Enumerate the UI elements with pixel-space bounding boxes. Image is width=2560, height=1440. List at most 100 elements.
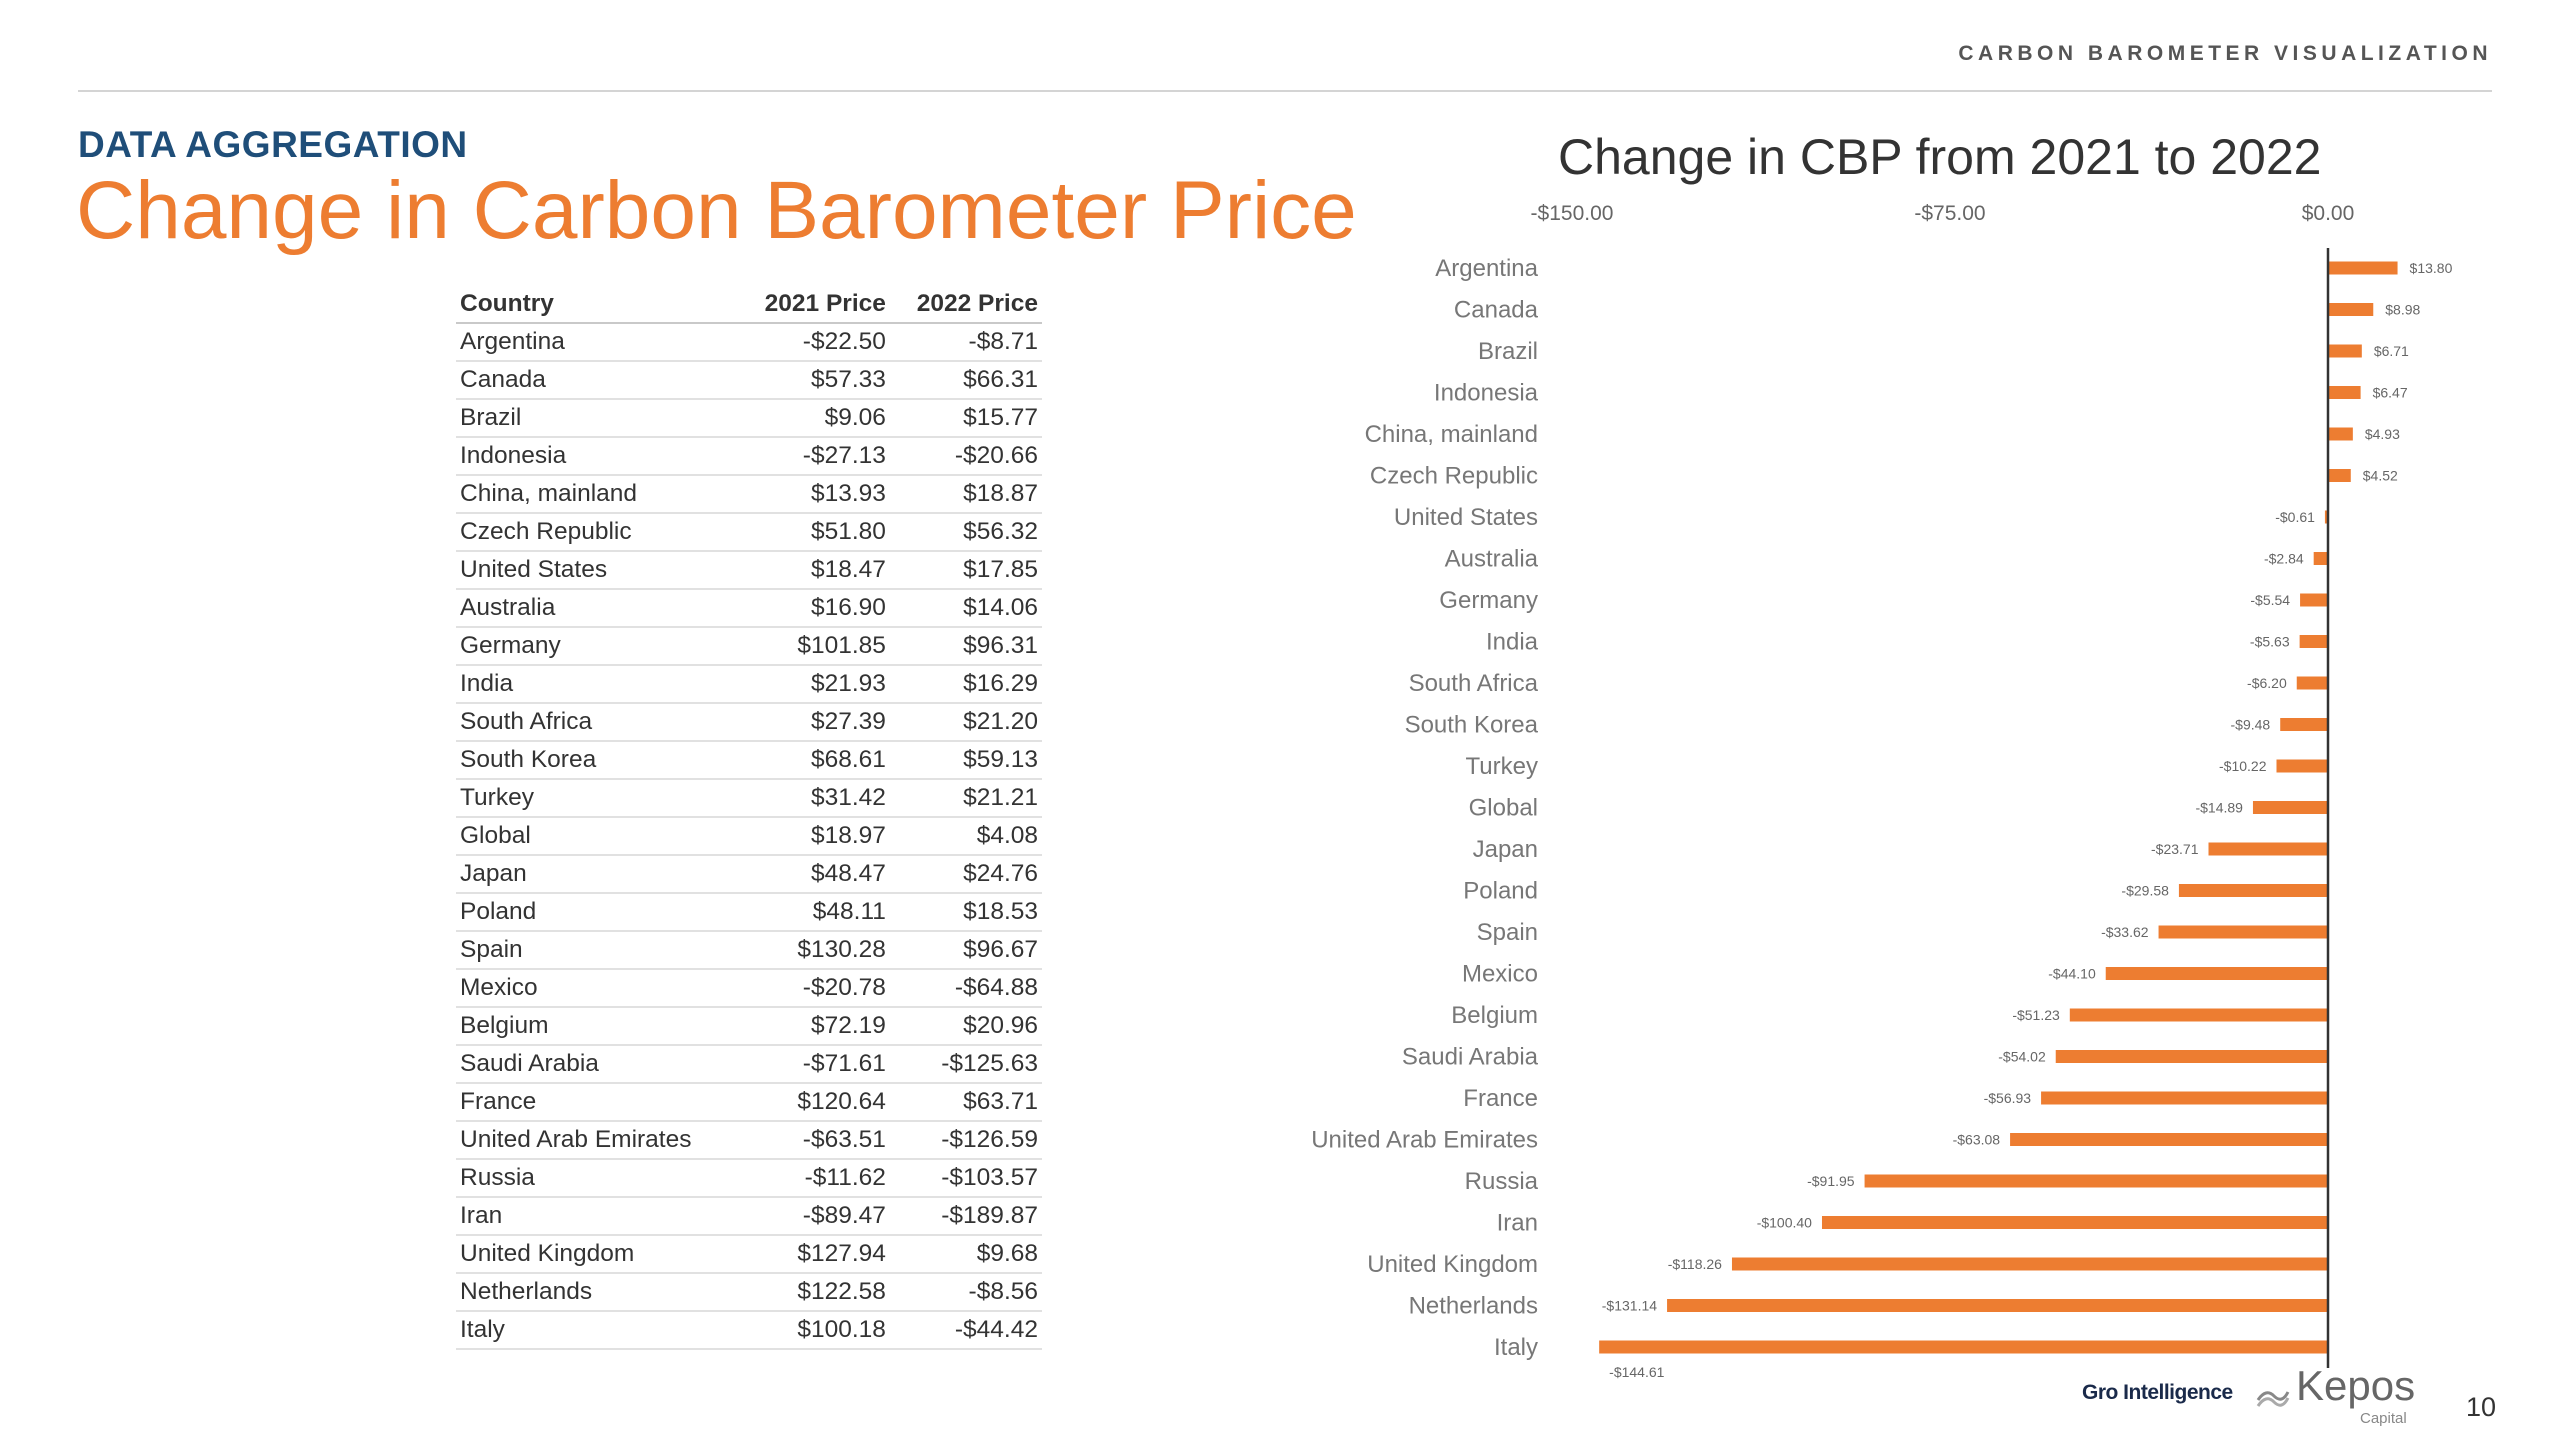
table-row: United Arab Emirates -$63.51 -$126.59	[456, 1121, 1042, 1160]
category-label: Japan	[1473, 836, 1538, 863]
data-label: -$100.40	[1757, 1215, 1812, 1231]
price-2022-cell: $96.67	[889, 931, 1042, 970]
table-row: Iran -$89.47 -$189.87	[456, 1197, 1042, 1236]
column-header-country: Country	[456, 286, 738, 324]
table-row: Russia -$11.62 -$103.57	[456, 1159, 1042, 1198]
category-label: Poland	[1463, 878, 1538, 905]
data-label: $4.52	[2363, 468, 2398, 484]
price-2022-cell: $15.77	[889, 399, 1042, 438]
data-label: -$0.61	[2275, 509, 2315, 525]
data-label: -$131.14	[1602, 1298, 1657, 1314]
country-cell: United Arab Emirates	[456, 1121, 738, 1160]
country-cell: Belgium	[456, 1007, 738, 1046]
data-label: -$44.10	[2048, 966, 2096, 982]
data-label: -$144.61	[1609, 1364, 1664, 1380]
data-label: -$2.84	[2264, 551, 2304, 567]
price-2021-cell: $27.39	[737, 703, 890, 742]
bar	[2324, 510, 2328, 524]
data-label: $6.71	[2374, 343, 2409, 359]
data-label: -$5.63	[2250, 634, 2290, 650]
price-2021-cell: $16.90	[737, 589, 890, 628]
price-2021-cell: $18.97	[737, 817, 890, 856]
country-cell: Czech Republic	[456, 513, 738, 552]
price-2021-cell: -$71.61	[737, 1045, 890, 1084]
price-2021-cell: $127.94	[737, 1235, 890, 1274]
category-label: Global	[1469, 795, 1538, 822]
data-label: -$118.26	[1668, 1256, 1722, 1272]
page-number: 10	[2466, 1392, 2497, 1422]
bar	[2328, 427, 2353, 441]
category-label: Argentina	[1435, 255, 1538, 282]
data-label: -$51.23	[2012, 1007, 2060, 1023]
country-cell: Saudi Arabia	[456, 1045, 738, 1084]
table-row: Netherlands $122.58 -$8.56	[456, 1273, 1042, 1312]
table-row: Poland $48.11 $18.53	[456, 893, 1042, 932]
table-row: Global $18.97 $4.08	[456, 817, 1042, 856]
kepos-logo-subtext: Capital	[2360, 1410, 2407, 1427]
category-label: Turkey	[1466, 753, 1538, 780]
price-2021-cell: -$63.51	[737, 1121, 890, 1160]
price-2021-cell: $18.47	[737, 551, 890, 590]
category-label: United Kingdom	[1367, 1251, 1538, 1278]
bar	[2328, 469, 2351, 482]
top-label: CARBON BAROMETER VISUALIZATION	[1958, 42, 2492, 65]
country-cell: Russia	[456, 1159, 738, 1198]
bar	[2328, 303, 2374, 316]
category-label: United States	[1394, 504, 1538, 531]
category-label: South Africa	[1409, 670, 1539, 697]
country-cell: Japan	[456, 855, 738, 894]
price-2022-cell: $59.13	[889, 741, 1042, 780]
data-label: -$10.22	[2219, 758, 2267, 774]
country-cell: Indonesia	[456, 437, 738, 476]
category-label: Mexico	[1462, 961, 1538, 988]
table-row: South Korea $68.61 $59.13	[456, 741, 1042, 780]
price-2021-cell: -$27.13	[737, 437, 890, 476]
table-row: Mexico -$20.78 -$64.88	[456, 969, 1042, 1008]
category-label: Iran	[1497, 1210, 1538, 1237]
price-2021-cell: $57.33	[737, 361, 890, 400]
country-cell: Argentina	[456, 323, 738, 362]
price-2021-cell: $51.80	[737, 513, 890, 552]
country-cell: Netherlands	[456, 1273, 738, 1312]
data-label: -$6.20	[2247, 675, 2287, 691]
table-row: Saudi Arabia -$71.61 -$125.63	[456, 1045, 1042, 1084]
price-2022-cell: -$8.71	[889, 323, 1042, 362]
country-cell: India	[456, 665, 738, 704]
bar	[2252, 801, 2328, 814]
country-cell: Mexico	[456, 969, 738, 1008]
price-table: Country 2021 Price 2022 Price Argentina -…	[456, 286, 1042, 1350]
bar	[2328, 261, 2398, 275]
price-2021-cell: $120.64	[737, 1083, 890, 1122]
country-cell: Canada	[456, 361, 738, 400]
bar	[1667, 1299, 2328, 1312]
price-2022-cell: -$126.59	[889, 1121, 1042, 1160]
bar	[1731, 1257, 2328, 1271]
table-row: Brazil $9.06 $15.77	[456, 399, 1042, 438]
data-label: -$29.58	[2121, 883, 2169, 899]
category-label: Australia	[1445, 546, 1539, 573]
bar	[2299, 635, 2328, 648]
price-2022-cell: -$8.56	[889, 1273, 1042, 1312]
price-2022-cell: $66.31	[889, 361, 1042, 400]
x-tick-label: -$75.00	[1914, 202, 1985, 225]
country-cell: Australia	[456, 589, 738, 628]
data-label: -$23.71	[2151, 841, 2199, 857]
country-cell: Poland	[456, 893, 738, 932]
country-cell: South Korea	[456, 741, 738, 780]
country-cell: China, mainland	[456, 475, 738, 514]
bar	[2313, 552, 2328, 565]
table-row: France $120.64 $63.71	[456, 1083, 1042, 1122]
table-row: South Africa $27.39 $21.20	[456, 703, 1042, 742]
data-label: $13.80	[2410, 260, 2453, 276]
country-cell: France	[456, 1083, 738, 1122]
chart-title: Change in CBP from 2021 to 2022	[1558, 129, 2322, 185]
price-2022-cell: -$44.42	[889, 1311, 1042, 1350]
price-2022-cell: $21.21	[889, 779, 1042, 818]
price-2022-cell: $20.96	[889, 1007, 1042, 1046]
table-row: Turkey $31.42 $21.21	[456, 779, 1042, 818]
price-2022-cell: $4.08	[889, 817, 1042, 856]
table-row: Canada $57.33 $66.31	[456, 361, 1042, 400]
category-label: Saudi Arabia	[1402, 1044, 1539, 1071]
country-cell: United States	[456, 551, 738, 590]
price-2022-cell: $56.32	[889, 513, 1042, 552]
